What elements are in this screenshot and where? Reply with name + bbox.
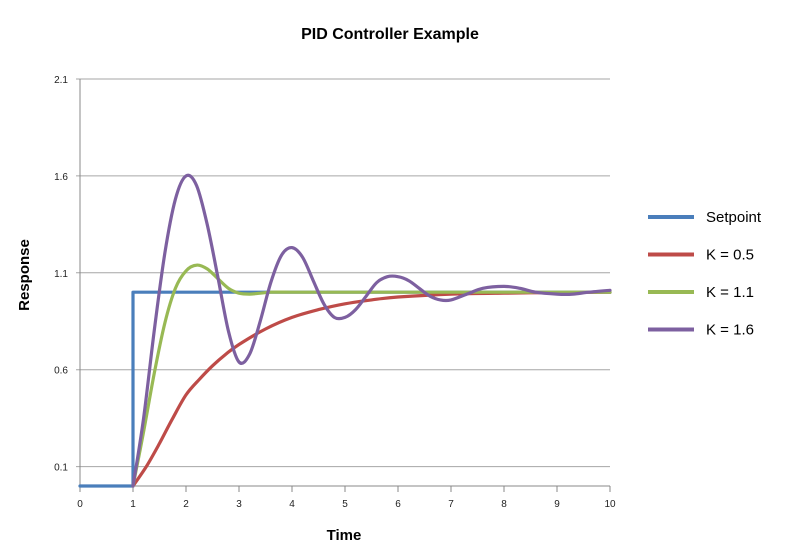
y-tick-labels: 0.1 0.6 1.1 1.6 2.1: [54, 75, 68, 474]
x-tick-label: 2: [183, 499, 189, 510]
x-axis-title: Time: [327, 527, 362, 544]
series-line-k1: [131, 290, 612, 488]
y-tick-label: 1.6: [54, 172, 68, 183]
axes: [79, 79, 611, 492]
x-tick-label: 6: [395, 499, 401, 510]
x-tick-label: 1: [130, 499, 136, 510]
x-tick-label: 3: [236, 499, 242, 510]
series-line-setpoint: [78, 290, 612, 488]
legend-label: K = 1.1: [706, 284, 754, 301]
x-tick-label: 0: [77, 499, 83, 510]
series-line-k3: [131, 173, 612, 488]
y-tick-label: 1.1: [54, 269, 68, 280]
chart-title: PID Controller Example: [301, 26, 479, 43]
y-tick-label: 0.1: [54, 463, 68, 474]
gridlines: [76, 78, 610, 468]
x-tick-label: 9: [554, 499, 560, 510]
y-axis-title: Response: [16, 239, 33, 311]
legend: Setpoint K = 0.5 K = 1.1 K = 1.6: [648, 209, 762, 339]
legend-label: Setpoint: [706, 209, 762, 226]
x-tick-label: 4: [289, 499, 295, 510]
y-tick-label: 0.6: [54, 366, 68, 377]
legend-label: K = 1.6: [706, 322, 754, 339]
x-tick-label: 10: [604, 499, 616, 510]
legend-label: K = 0.5: [706, 247, 754, 264]
x-tick-labels: 0 1 2 3 4 5 6 7 8 9 10: [77, 499, 616, 510]
x-tick-label: 8: [501, 499, 507, 510]
x-tick-label: 7: [448, 499, 454, 510]
y-tick-label: 2.1: [54, 75, 68, 86]
x-tick-label: 5: [342, 499, 348, 510]
series-lines: [78, 173, 612, 488]
